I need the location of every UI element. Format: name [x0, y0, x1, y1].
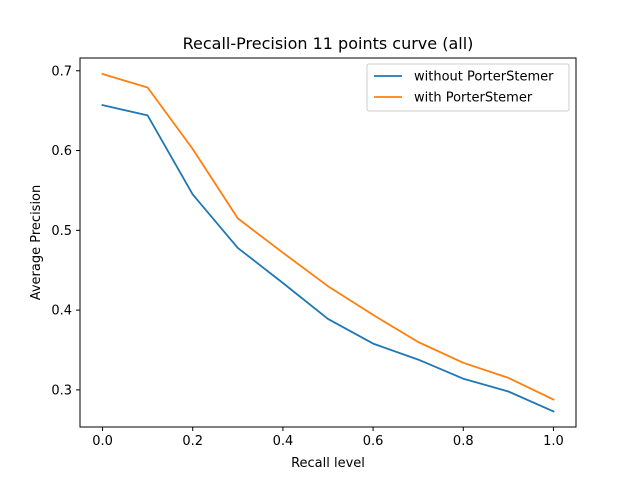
plot-area: [80, 58, 576, 427]
plot-frame: [79, 57, 577, 428]
series-lines: [101, 72, 555, 413]
y-tick-label: 0.3: [51, 383, 72, 398]
x-tick-label: 0.0: [92, 434, 113, 449]
series-line-0: [101, 104, 555, 413]
y-axis-title: Average Precision: [29, 185, 44, 301]
x-axis-ticks: 0.0 0.2 0.4 0.6 0.8 1.0: [92, 427, 564, 449]
y-tick-label: 0.7: [51, 64, 72, 79]
series-line-1: [101, 72, 555, 401]
x-axis-title: Recall level: [291, 456, 365, 471]
y-tick-label: 0.4: [51, 304, 72, 319]
y-axis-ticks: 0.3 0.4 0.5 0.6 0.7: [51, 64, 80, 398]
legend: without PorterStemer with PorterStemer: [366, 63, 570, 112]
x-tick-label: 0.4: [273, 434, 294, 449]
y-tick-label: 0.6: [51, 144, 72, 159]
chart-title: Recall-Precision 11 points curve (all): [183, 34, 474, 53]
legend-box: [366, 63, 570, 112]
x-tick-label: 1.0: [543, 434, 564, 449]
x-tick-label: 0.6: [363, 434, 384, 449]
legend-label-with-porterstemer: with PorterStemer: [414, 91, 533, 106]
x-tick-label: 0.2: [182, 434, 203, 449]
y-tick-label: 0.5: [51, 224, 72, 239]
x-tick-label: 0.8: [453, 434, 474, 449]
legend-label-without-porterstemer: without PorterStemer: [414, 70, 554, 85]
